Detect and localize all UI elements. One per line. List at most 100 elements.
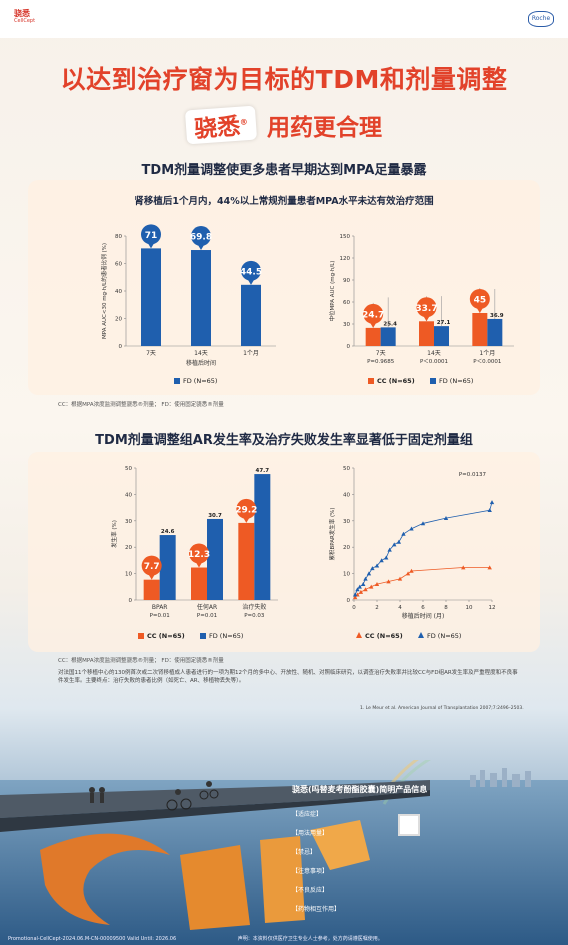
data-point: [366, 571, 372, 576]
data-label: 27.1: [437, 320, 451, 326]
y-tick-label: 40: [115, 289, 122, 295]
info-line: 【适应症】: [292, 811, 323, 818]
data-point: [405, 571, 411, 576]
y-tick-label: 50: [343, 466, 350, 472]
data-point: [358, 589, 364, 594]
data-point: [461, 565, 466, 570]
x-tick-label: 12: [489, 605, 496, 611]
data-label: 71: [145, 231, 158, 241]
data-point: [401, 531, 406, 536]
data-point: [369, 584, 374, 589]
info-line: 【不良反应】: [292, 887, 329, 894]
data-label: 24.6: [161, 529, 175, 535]
x-tick-label: 0: [352, 605, 356, 611]
x-tick-label: 7天: [146, 350, 156, 357]
bar: [365, 327, 381, 346]
bubble-pointer: [198, 245, 204, 251]
bottom-bar: Promotional-CellCept-2024.06.M-CN-000095…: [0, 932, 568, 945]
data-point: [489, 500, 495, 505]
y-tick-label: 0: [119, 344, 123, 350]
product-info: 骁悉(吗替麦考酚酯胶囊)简明产品信息 【适应症】 【用法用量】 【禁忌】 【注意…: [292, 784, 560, 934]
data-point: [363, 576, 368, 581]
x-axis-label: 移植后时间 (月): [402, 612, 445, 620]
data-point: [384, 555, 389, 560]
qr-code-icon: [398, 814, 420, 836]
data-point: [352, 592, 358, 597]
chart-median-auc: 0 30 60 90 120 150 中位MPA AUC (mg·h/L) 24.725.4 7…: [328, 234, 514, 385]
section2-panel: 0 10 20 30 40 50 发生率 (%) 7.7 24.6 BPAR P=0.01 12.3 3…: [28, 452, 540, 652]
roche-logo: Roche: [528, 11, 554, 27]
data-point: [361, 581, 366, 586]
y-tick-label: 50: [125, 466, 132, 472]
data-point: [409, 526, 414, 531]
legend-swatch: [138, 633, 144, 639]
bubble-pointer: [248, 279, 254, 285]
subline: 骁悉® 用药更合理: [0, 105, 568, 145]
section1-panel: 肾移植后1个月内，44%以上常规剂量患者MPA水平未达有效治疗范围 0 20 40 6…: [28, 180, 540, 395]
y-tick-label: 10: [125, 572, 132, 578]
y-axis-label: 累积BPAR发生率 (%): [328, 507, 336, 560]
y-tick-label: 150: [340, 234, 351, 240]
bar: [472, 313, 488, 346]
study-description: 对法国11个移植中心的130例首次或二次肾移植成人患者进行的一项为期12个月的多…: [58, 670, 518, 684]
data-point: [409, 568, 414, 573]
legend-swatch: [430, 378, 436, 384]
data-label: 45: [474, 296, 487, 306]
bar: [238, 522, 255, 600]
bubble-pointer: [370, 322, 377, 328]
x-tick-label: 14天: [194, 350, 208, 357]
y-tick-label: 60: [343, 300, 350, 306]
x-axis-label: 移植后时间: [186, 359, 216, 367]
y-tick-label: 0: [129, 598, 133, 604]
y-tick-label: 60: [115, 262, 122, 268]
disclaimer: 声明：本资料仅供医疗卫生专业人士参考，处方药请遵医嘱使用。: [237, 936, 383, 942]
section1-footnote: CC：根据MPA浓度监测调整骁悉®剂量； FD：使用固定骁悉®剂量: [58, 402, 224, 408]
y-tick-label: 20: [343, 545, 350, 551]
y-tick-label: 80: [115, 234, 122, 240]
x-tick-label: 7天: [376, 350, 386, 357]
bar: [159, 535, 176, 600]
x-tick-label: 14天: [427, 350, 441, 357]
bar: [191, 250, 211, 346]
legend-entry: CC (N=65): [365, 632, 403, 640]
series-line: [354, 567, 490, 598]
data-point: [379, 558, 384, 563]
data-label: 30.7: [208, 513, 222, 519]
legend-entry: FD (N=65): [183, 377, 217, 385]
data-point: [363, 587, 368, 592]
value-bubble: [141, 224, 161, 245]
value-bubble: [416, 297, 437, 318]
section1-title: TDM剂量调整使更多患者早期达到MPA足量暴露: [141, 163, 427, 178]
data-point: [357, 584, 362, 589]
y-tick-label: 20: [125, 545, 132, 551]
legend-swatch: [418, 632, 424, 638]
x-tick-label: BPAR: [152, 604, 168, 611]
data-label: 29.2: [235, 505, 257, 515]
y-axis-label: 中位MPA AUC (mg·h/L): [328, 261, 336, 322]
promo-code: Promotional-CellCept-2024.06.M-CN-000095…: [8, 936, 177, 942]
p-value: P=0.01: [150, 613, 170, 619]
legend-swatch: [174, 378, 180, 384]
bar: [143, 579, 160, 600]
bridge-scene: [0, 760, 568, 945]
data-label: 7.7: [144, 562, 160, 572]
y-tick-label: 120: [340, 256, 351, 262]
y-tick-label: 40: [125, 492, 132, 498]
legend-swatch: [368, 378, 374, 384]
bubble-pointer: [148, 574, 155, 580]
data-label: 47.7: [256, 468, 270, 474]
info-line: 【用法用量】: [292, 830, 329, 837]
bar: [434, 326, 449, 346]
data-point: [355, 587, 360, 592]
p-value: P=0.9685: [367, 359, 395, 365]
x-tick-label: 1个月: [479, 350, 495, 357]
brand-logo: 骁悉 CellCept: [14, 9, 54, 31]
data-point: [443, 515, 449, 520]
p-value-annotation: P=0.0137: [459, 472, 487, 478]
data-label: 12.3: [188, 550, 210, 560]
x-tick-label: 2: [375, 605, 379, 611]
p-value: P＜0.0001: [420, 359, 448, 365]
y-tick-label: 30: [125, 519, 132, 525]
section2-title: TDM剂量调整组AR发生率及治疗失败发生率显著低于固定剂量组: [95, 433, 473, 448]
headline: 以达到治疗窗为目标的TDM和剂量调整: [60, 65, 508, 94]
